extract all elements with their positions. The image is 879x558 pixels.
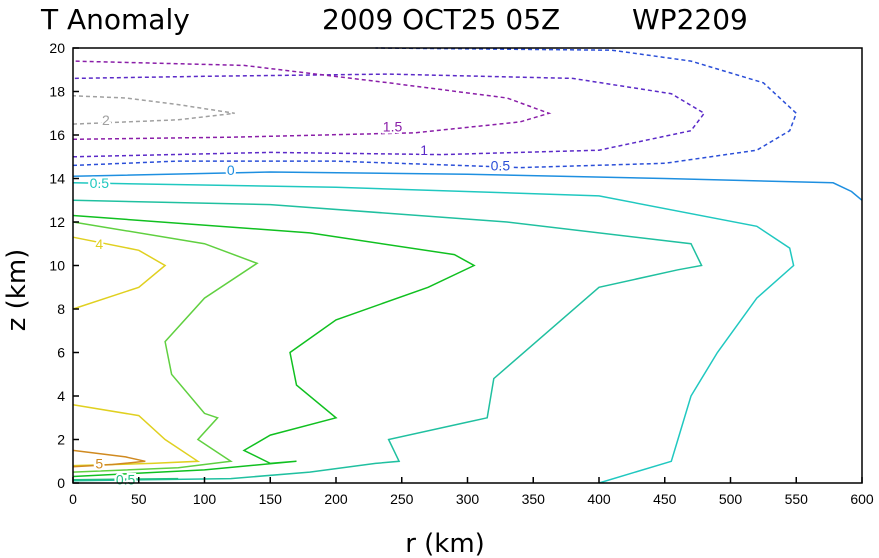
x-tick-label-12: 600 [850,491,874,507]
x-tick-label-1: 50 [131,491,147,507]
chart-storm-id: WP2209 [632,3,748,36]
contour-line-8-0 [72,221,259,473]
x-tick-label-9: 450 [653,491,677,507]
contour-label-1: 1 [420,142,428,158]
chart-title: T Anomaly [40,3,190,36]
contour-line-9-1 [72,403,201,467]
x-axis-label: r (km) [405,529,485,558]
x-tick-label-2: 100 [193,491,217,507]
y-tick-label-0: 0 [57,475,65,491]
contour-labels: 0.5 1 1.5 2 0 0.5 4 5 0.5 [88,110,513,490]
x-tick-label-3: 150 [259,491,283,507]
x-tick-label-8: 400 [587,491,611,507]
contour-line-0-0 [72,47,798,169]
contour-line-5-0 [72,182,795,484]
y-tick-label-5: 10 [49,258,65,274]
y-tick-label-7: 14 [49,171,65,187]
y-axis-ticks: 0 2 4 6 8 10 12 14 16 18 20 [49,40,79,491]
y-tick-label-3: 6 [57,345,65,361]
contour-label-2: 1.5 [383,118,403,134]
contour-line-9-0 [72,236,167,310]
y-tick-label-4: 8 [57,301,65,317]
plot-frame [72,47,863,484]
x-tick-label-10: 500 [719,491,743,507]
contour-line-2-0 [72,60,552,141]
chart-date: 2009 OCT25 05Z [322,3,560,36]
x-tick-label-4: 200 [324,491,348,507]
y-tick-label-6: 12 [49,214,65,230]
x-tick-label-0: 0 [69,491,77,507]
contour-line-7-0 [72,214,476,478]
x-axis-ticks: 0 50 100 150 200 250 300 350 400 450 500 550 600 [69,477,874,507]
contour-label-4: 0 [227,162,235,178]
y-tick-label-10: 20 [49,40,65,56]
contour-line-11-0 [72,477,179,481]
contour-lines [72,47,863,484]
contour-line-4-0 [72,171,863,201]
x-tick-label-7: 350 [522,491,546,507]
contour-line-3-0 [72,95,235,125]
contour-line-6-0 [72,199,703,482]
contour-label-9: 4 [95,236,103,252]
contour-label-11: 0.5 [116,472,136,488]
y-tick-label-9: 18 [49,84,65,100]
y-tick-label-2: 4 [57,388,65,404]
contour-label-10: 5 [95,455,103,471]
contour-label-3: 2 [102,112,110,128]
contour-label-5: 0.5 [90,175,110,191]
contour-line-10-0 [72,449,146,468]
y-axis-label: z (km) [2,249,32,332]
x-tick-label-5: 250 [390,491,414,507]
y-tick-label-1: 2 [57,432,65,448]
contour-label-0: 0.5 [491,157,511,173]
contour-line-1-0 [72,73,706,158]
x-tick-label-11: 550 [785,491,809,507]
y-tick-label-8: 16 [49,127,65,143]
x-tick-label-6: 300 [456,491,480,507]
